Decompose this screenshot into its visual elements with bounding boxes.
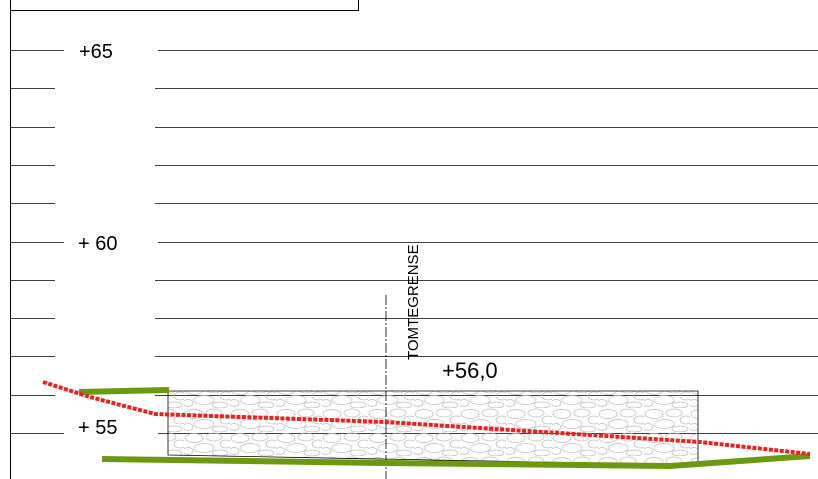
- existing-terrain-line: [42, 380, 811, 456]
- elevation-label-60: + 60: [78, 233, 117, 255]
- rock-fill-area: [167, 390, 699, 466]
- fill-level-label: +56,0: [442, 358, 498, 383]
- elevation-label-55: + 55: [78, 417, 117, 439]
- elevation-grid: [10, 50, 818, 434]
- property-boundary-label: TOMTEGRENSE: [405, 244, 422, 360]
- new-terrain-line: [78, 387, 811, 470]
- drawing-frame: [10, 0, 359, 479]
- elevation-label-65: +65: [79, 41, 113, 63]
